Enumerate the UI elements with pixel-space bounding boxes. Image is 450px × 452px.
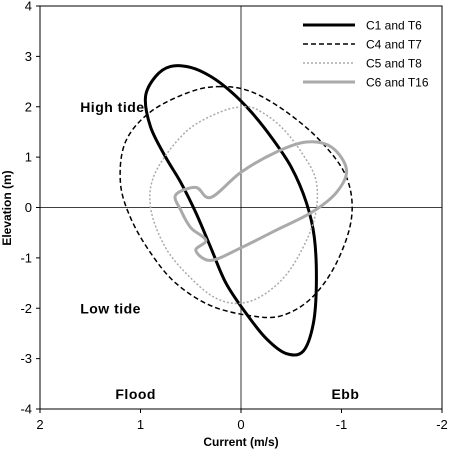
x-tick-label: -2 — [436, 417, 448, 432]
legend-label: C5 and T8 — [366, 57, 422, 71]
y-tick-label: 1 — [25, 150, 32, 165]
y-tick-label: 2 — [25, 99, 32, 114]
zero-lines — [40, 6, 442, 409]
series-line-c6-and-t16 — [173, 140, 349, 262]
legend-label: C4 and T7 — [366, 38, 422, 52]
x-tick-label: -1 — [336, 417, 348, 432]
legend-label: C6 and T16 — [366, 76, 429, 90]
annotation-ebb: Ebb — [331, 386, 359, 402]
legend-label: C1 and T6 — [366, 19, 422, 33]
y-tick-label: 3 — [25, 49, 32, 64]
y-tick-label: -1 — [20, 250, 32, 265]
series-line-c1-and-t6 — [143, 64, 318, 357]
x-axis-title: Current (m/s) — [203, 435, 278, 449]
y-tick-label: -4 — [20, 402, 32, 417]
y-tick-label: -2 — [20, 301, 32, 316]
series-layer — [119, 64, 353, 357]
annotations: High tide Low tide Flood Ebb — [80, 99, 359, 402]
tick-labels: -4 -3 -2 -1 0 1 2 3 4 2 1 0 -1 -2 — [20, 0, 447, 432]
annotation-low-tide: Low tide — [80, 300, 141, 316]
y-tick-label: -3 — [20, 351, 32, 366]
x-tick-label: 0 — [237, 417, 244, 432]
legend: C1 and T6 C4 and T7 C5 and T8 C6 and T16 — [296, 14, 438, 94]
y-tick-label: 4 — [25, 0, 32, 14]
annotation-flood: Flood — [115, 386, 156, 402]
x-tick-label: 2 — [36, 417, 43, 432]
series-line-c5-and-t8 — [149, 106, 319, 305]
x-tick-label: 1 — [137, 417, 144, 432]
annotation-high-tide: High tide — [80, 99, 144, 115]
y-tick-label: 0 — [25, 200, 32, 215]
y-axis-title: Elevation (m) — [0, 170, 14, 245]
series-line-c4-and-t7 — [119, 85, 353, 319]
